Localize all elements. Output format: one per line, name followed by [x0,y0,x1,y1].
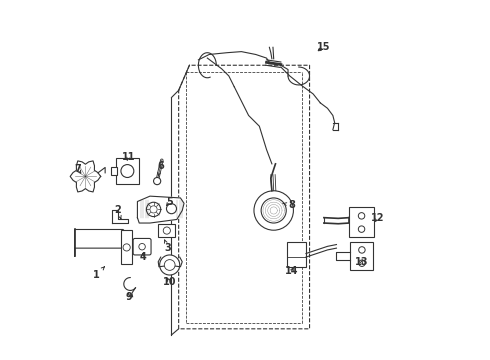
Text: 8: 8 [283,200,295,210]
Circle shape [121,165,134,177]
Polygon shape [70,161,100,192]
Circle shape [147,202,161,217]
Circle shape [167,204,176,214]
Polygon shape [137,196,184,223]
Circle shape [139,243,146,250]
Text: 5: 5 [166,197,173,207]
Text: 13: 13 [355,257,368,267]
Bar [111,167,117,175]
Text: 14: 14 [285,266,298,276]
Circle shape [359,247,365,253]
Text: 4: 4 [140,252,146,262]
Text: 3: 3 [165,240,172,253]
Bar [349,207,374,237]
Text: 2: 2 [114,206,121,219]
Text: 6: 6 [157,161,164,176]
Text: 12: 12 [371,213,385,222]
Bar [158,224,175,237]
Circle shape [160,255,180,275]
Bar [350,242,373,270]
Bar [287,242,306,267]
FancyBboxPatch shape [133,238,151,255]
Circle shape [123,244,130,251]
Bar [116,158,139,184]
Circle shape [358,213,365,219]
Circle shape [150,206,157,213]
Circle shape [164,260,175,270]
Circle shape [254,191,294,230]
Circle shape [358,226,365,232]
Text: 15: 15 [317,42,331,52]
Circle shape [153,177,161,185]
Text: 9: 9 [125,292,132,302]
Text: 7: 7 [75,164,82,174]
Text: 11: 11 [122,152,135,162]
Circle shape [261,198,286,223]
Text: 10: 10 [163,277,176,287]
Circle shape [163,227,171,234]
Circle shape [359,260,365,266]
Text: 1: 1 [93,267,104,280]
Polygon shape [112,211,128,223]
Polygon shape [74,229,128,256]
Bar [122,230,132,264]
